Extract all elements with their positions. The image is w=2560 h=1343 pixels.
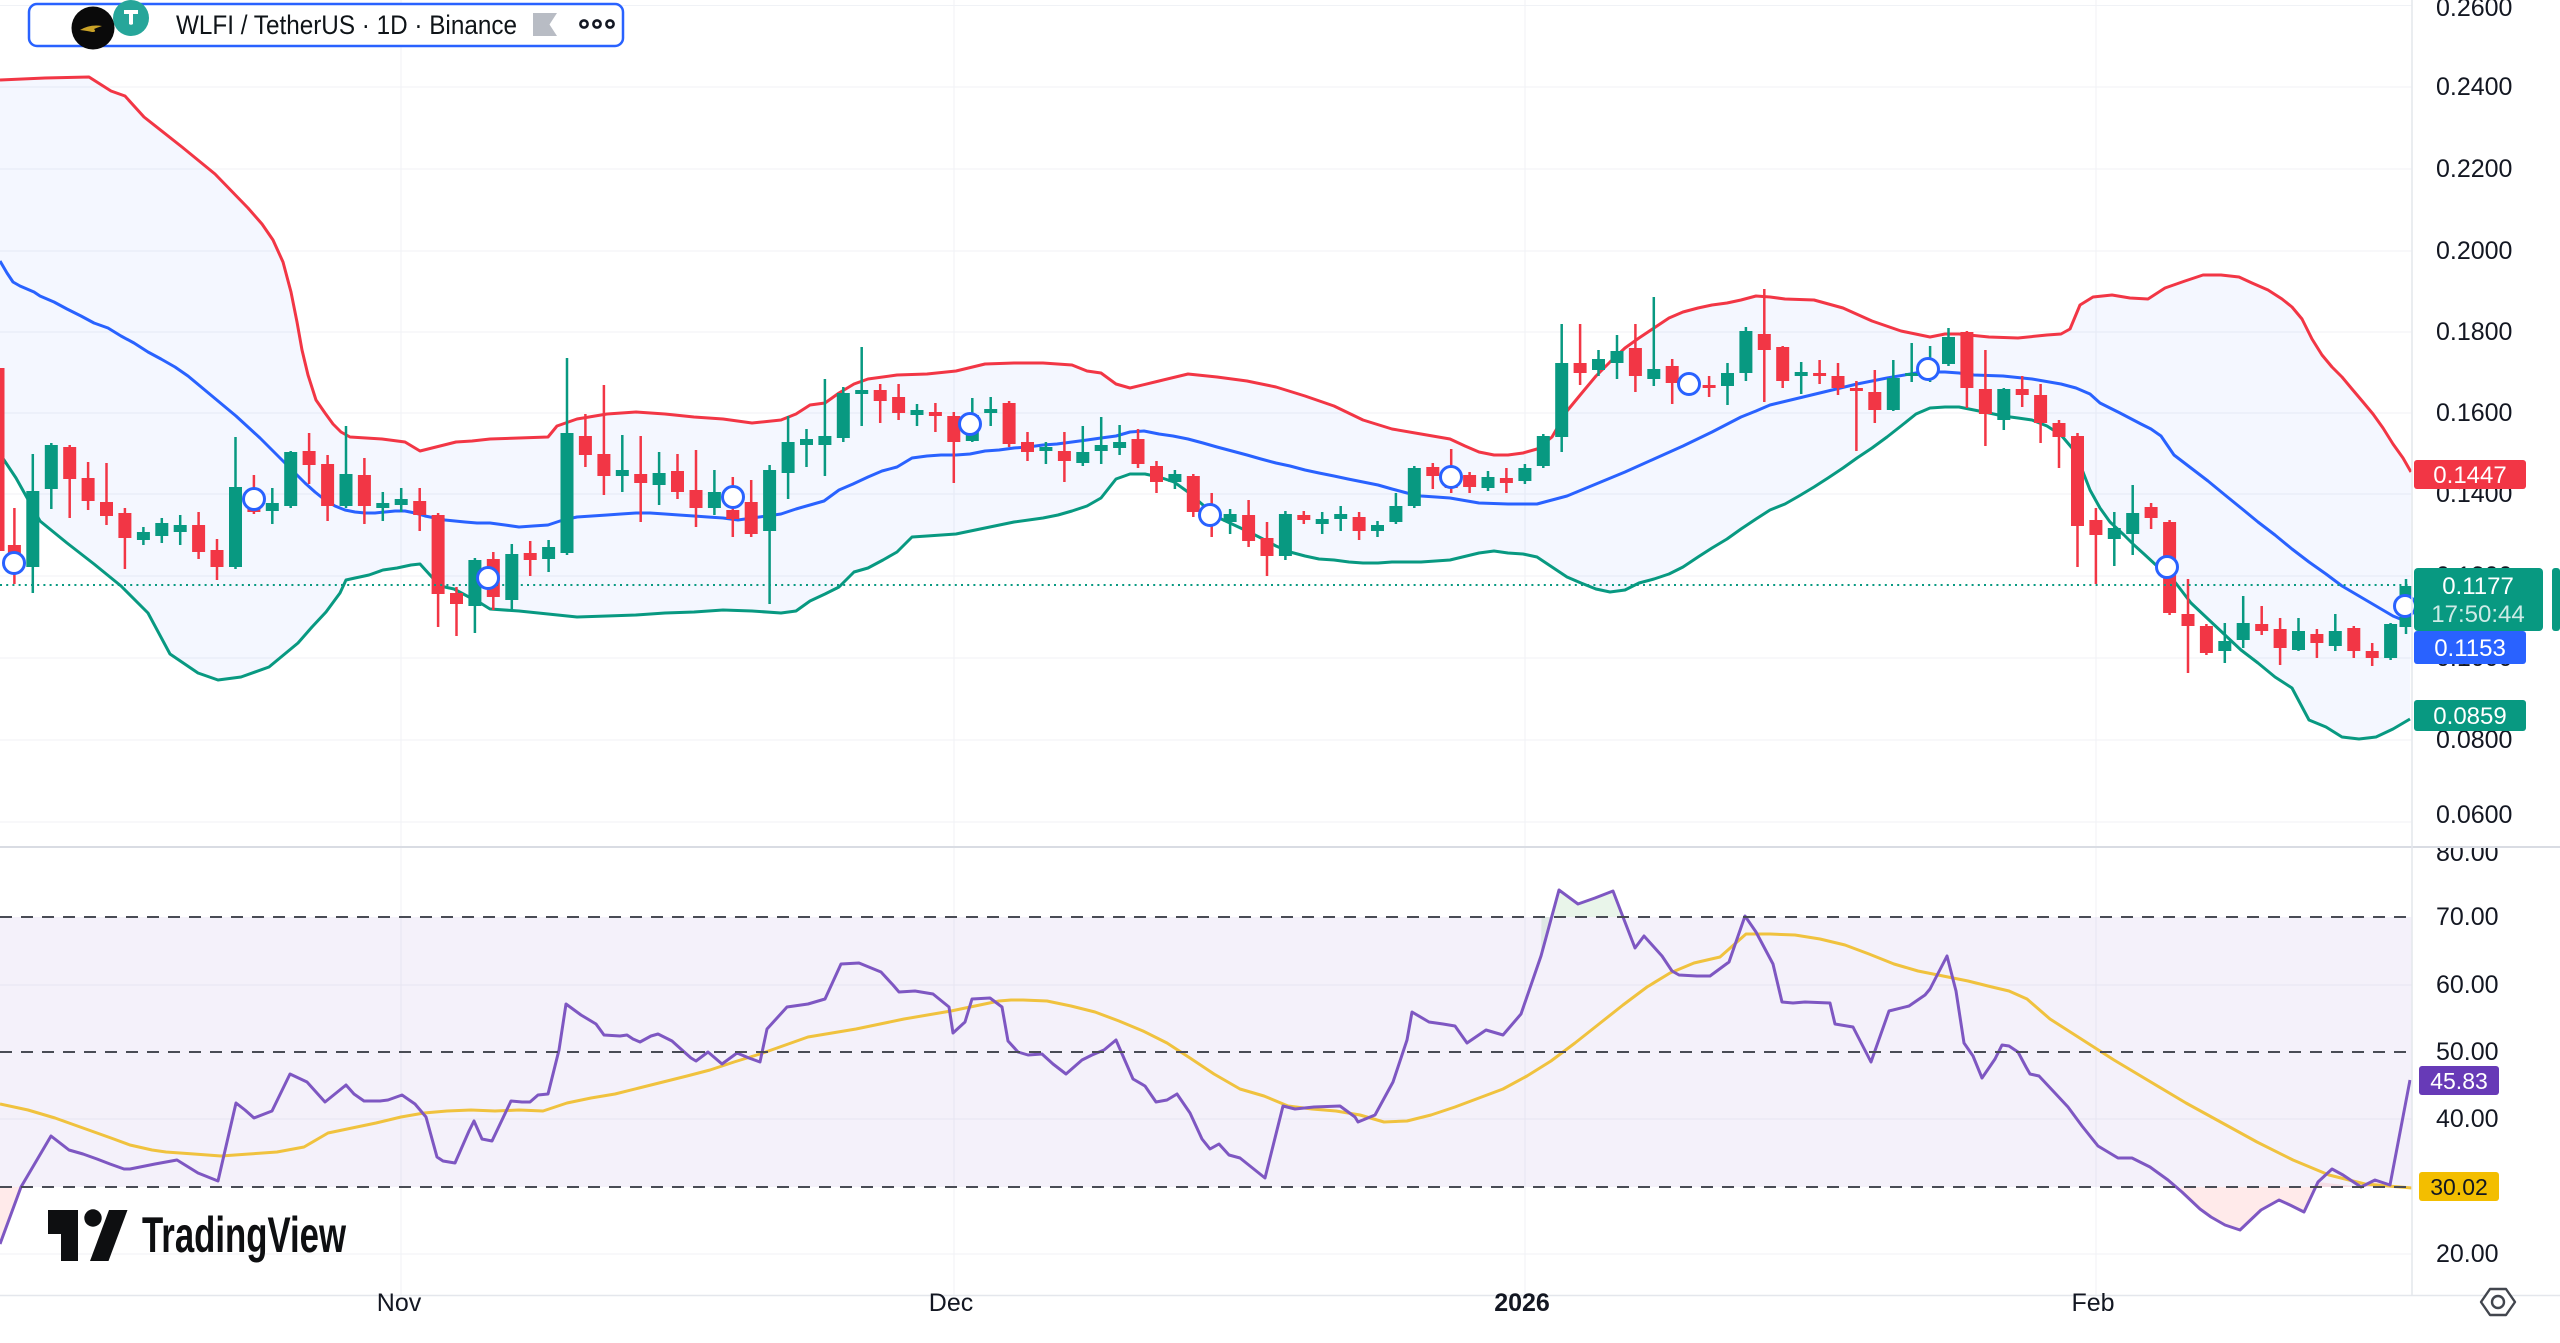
svg-text:50.00: 50.00 [2436,1038,2499,1066]
svg-text:0.0600: 0.0600 [2436,801,2512,829]
svg-text:45.83: 45.83 [2430,1068,2488,1094]
svg-text:20.00: 20.00 [2436,1240,2499,1268]
svg-text:0.1177: 0.1177 [2442,573,2514,600]
svg-text:60.00: 60.00 [2436,971,2499,999]
svg-text:17:50:44: 17:50:44 [2431,601,2524,628]
svg-text:0.2400: 0.2400 [2436,73,2512,101]
svg-text:0.1447: 0.1447 [2433,462,2506,489]
svg-text:0.1600: 0.1600 [2436,399,2512,427]
svg-text:80.00: 80.00 [2436,839,2499,867]
svg-text:Nov: Nov [377,1289,422,1317]
svg-text:0.0859: 0.0859 [2433,703,2506,730]
svg-text:0.1153: 0.1153 [2434,635,2506,662]
svg-text:0.2000: 0.2000 [2436,237,2512,265]
svg-text:30.02: 30.02 [2430,1174,2488,1200]
svg-text:70.00: 70.00 [2436,903,2499,931]
svg-text:0.2600: 0.2600 [2436,0,2512,22]
svg-text:40.00: 40.00 [2436,1105,2499,1133]
svg-text:0.2200: 0.2200 [2436,155,2512,183]
svg-text:2026: 2026 [1494,1289,1550,1317]
svg-text:WLFI / TetherUS · 1D · Binance: WLFI / TetherUS · 1D · Binance [176,10,517,40]
svg-text:TradingView: TradingView [142,1207,346,1263]
svg-text:Feb: Feb [2071,1289,2114,1317]
svg-text:0.1800: 0.1800 [2436,318,2512,346]
svg-text:Dec: Dec [929,1289,973,1317]
